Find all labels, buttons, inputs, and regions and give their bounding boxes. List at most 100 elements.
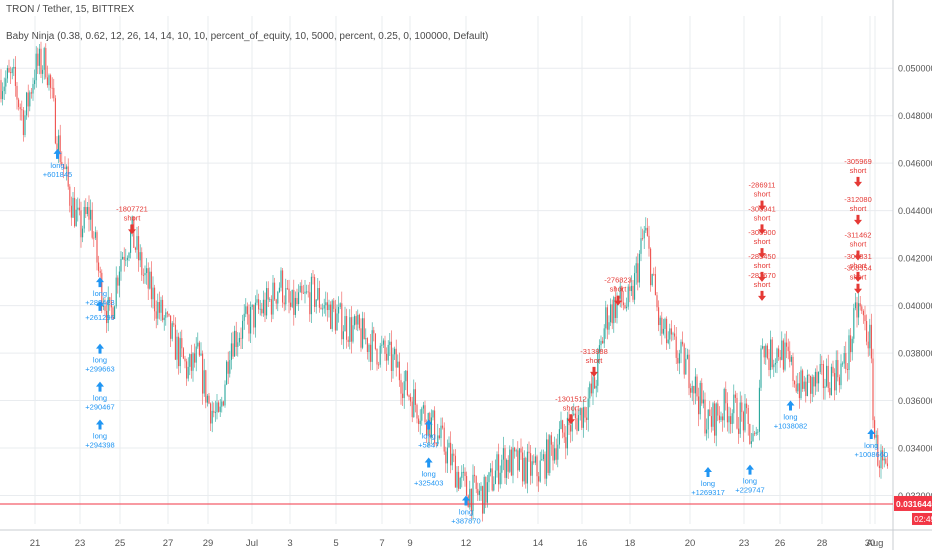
candle-body: [222, 401, 224, 406]
candle-body: [486, 482, 488, 503]
long-signal-label: +1008660: [854, 450, 888, 459]
last-price-value: 0.03164404: [896, 499, 932, 509]
candle-body: [330, 304, 332, 329]
short-signal-label: short: [850, 261, 868, 270]
candle-body: [715, 403, 717, 436]
candle-body: [267, 288, 269, 300]
candle-body: [757, 431, 759, 433]
candle-body: [515, 450, 517, 452]
candle-body: [728, 416, 730, 423]
candle-body: [600, 340, 602, 346]
candle-body: [352, 325, 354, 342]
candle-body: [56, 143, 58, 155]
x-tick-label: 7: [379, 538, 384, 549]
candle-body: [528, 451, 530, 454]
candle-body: [752, 433, 754, 442]
long-signal-label: +261296: [85, 313, 114, 322]
candle-body: [605, 307, 607, 329]
candle-body: [358, 314, 360, 329]
candle-body: [142, 275, 144, 276]
candle-body: [341, 303, 343, 340]
candle-body: [35, 53, 37, 81]
candle-body: [803, 381, 805, 389]
candle-body: [536, 456, 538, 477]
candle-body: [306, 291, 308, 293]
candle-body: [178, 336, 180, 367]
long-signal-label: +325403: [414, 479, 443, 488]
candle-body: [472, 474, 474, 511]
candle-body: [118, 271, 120, 286]
candle-body: [237, 342, 239, 347]
candle-body: [402, 393, 404, 399]
candle-body: [430, 417, 432, 438]
candle-body: [298, 292, 300, 304]
candle-body: [70, 205, 72, 218]
candle-body: [434, 410, 436, 443]
candle-body: [250, 306, 252, 334]
candle-body: [104, 306, 106, 311]
candle-body: [261, 308, 263, 314]
candle-body: [416, 404, 418, 419]
candle-body: [614, 297, 616, 318]
candle-body: [53, 87, 55, 99]
candle-body: [560, 420, 562, 430]
candle-body: [741, 402, 743, 413]
candle-body: [373, 330, 375, 334]
candle-body: [626, 306, 628, 309]
candle-body: [494, 470, 496, 485]
candle-body: [368, 344, 370, 352]
short-signal-label: short: [563, 403, 581, 412]
indicator-legend[interactable]: Baby Ninja (0.38, 0.62, 12, 26, 14, 14, …: [6, 31, 489, 42]
candle-body: [498, 454, 500, 485]
short-arrow-icon: [567, 414, 575, 425]
short-signal-label: short: [754, 280, 772, 289]
candle-body: [38, 48, 40, 66]
candle-body: [357, 314, 359, 325]
candle-body: [509, 449, 511, 472]
candle-body: [829, 387, 831, 396]
candle-body: [762, 346, 764, 349]
candle-body: [88, 207, 90, 220]
candle-body: [283, 302, 285, 305]
candle-body: [163, 317, 165, 321]
candle-body: [262, 299, 264, 314]
candle-body: [339, 303, 341, 308]
candle-body: [594, 377, 596, 389]
candle-body: [880, 450, 882, 469]
candle-body: [520, 448, 522, 453]
candle-body: [512, 447, 514, 476]
candle-body: [808, 374, 810, 376]
candle-body: [610, 304, 612, 323]
candle-body: [576, 418, 578, 431]
candle-body: [682, 341, 684, 345]
candle-body: [374, 333, 376, 349]
short-arrow-icon: [758, 271, 766, 282]
long-arrow-icon: [424, 419, 433, 430]
candle-body: [61, 161, 63, 165]
short-signal-label: short: [850, 204, 868, 213]
strategy-signals: long+601845-1807721shortlong+280483+2612…: [43, 148, 888, 526]
candle-body: [562, 420, 564, 433]
candle-body: [474, 474, 476, 477]
candle-body: [208, 395, 210, 404]
candle-body: [760, 348, 762, 388]
candle-body: [128, 252, 130, 258]
candle-body: [510, 449, 512, 476]
candle-body: [686, 354, 688, 359]
short-signal-label: -308354: [844, 264, 872, 273]
candle-body: [299, 285, 301, 293]
candle-body: [192, 353, 194, 371]
candle-body: [37, 53, 39, 66]
candle-body: [872, 358, 874, 421]
candle-body: [2, 91, 4, 100]
candle-body: [827, 365, 829, 388]
candle-body: [677, 357, 679, 364]
candle-body: [214, 412, 216, 414]
candle-body: [258, 299, 260, 310]
x-tick-label: 12: [461, 538, 472, 549]
candle-body: [453, 453, 455, 456]
candle-body: [363, 318, 365, 340]
x-tick-label: 26: [775, 538, 786, 549]
